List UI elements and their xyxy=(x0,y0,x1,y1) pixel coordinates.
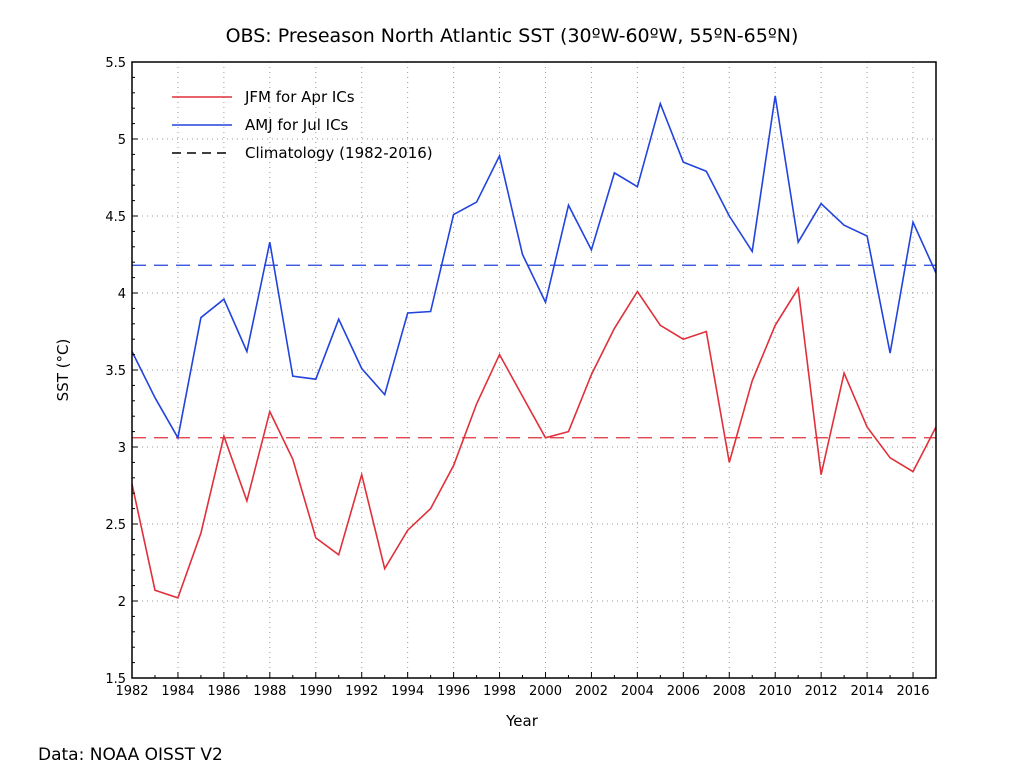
y-tick-label: 2.5 xyxy=(105,518,126,533)
y-tick-label: 4.5 xyxy=(105,210,126,225)
x-tick-label: 1988 xyxy=(253,684,286,699)
series-lines xyxy=(131,95,937,599)
x-tick-label: 2014 xyxy=(851,684,884,699)
x-tick-label: 2010 xyxy=(759,684,792,699)
x-tick-label: 2006 xyxy=(667,684,700,699)
x-tick-label: 2012 xyxy=(805,684,838,699)
x-tick-label: 1984 xyxy=(161,684,194,699)
x-tick-label: 2016 xyxy=(896,684,929,699)
y-tick-label: 4 xyxy=(118,287,126,302)
y-tick-label: 5 xyxy=(118,133,126,148)
y-tick-label: 5.5 xyxy=(105,56,126,71)
x-tick-label: 2004 xyxy=(621,684,654,699)
x-axis-label: Year xyxy=(505,712,539,730)
series-line-amj xyxy=(131,95,937,441)
climatology-lines xyxy=(132,264,936,439)
y-tick-label: 3 xyxy=(118,441,126,456)
data-source-note: Data: NOAA OISST V2 xyxy=(38,745,223,765)
legend-label-amj: AMJ for Jul ICs xyxy=(245,116,349,134)
y-axis-label: SST (°C) xyxy=(54,339,72,402)
x-tick-label: 1982 xyxy=(115,684,148,699)
legend-label-jfm: JFM for Apr ICs xyxy=(244,88,355,106)
x-tick-label: 2002 xyxy=(575,684,608,699)
x-tick-label: 1996 xyxy=(437,684,470,699)
x-tick-label: 1998 xyxy=(483,684,516,699)
chart-title: OBS: Preseason North Atlantic SST (30ºW-… xyxy=(226,25,799,47)
x-tick-label: 1994 xyxy=(391,684,424,699)
y-tick-label: 2 xyxy=(118,595,126,610)
x-tick-label: 1986 xyxy=(207,684,240,699)
legend-label-climatology: Climatology (1982-2016) xyxy=(245,144,433,162)
axis-ticks: 1982 1984 1986 1988 1990 1992 1994 1996 1998 2000… xyxy=(105,56,929,699)
x-tick-label: 2000 xyxy=(529,684,562,699)
series-line-jfm xyxy=(131,286,937,599)
x-tick-label: 2008 xyxy=(713,684,746,699)
y-tick-label: 1.5 xyxy=(105,672,126,687)
x-tick-label: 1992 xyxy=(345,684,378,699)
grid-lines xyxy=(132,62,936,678)
y-tick-label: 3.5 xyxy=(105,364,126,379)
x-tick-label: 1990 xyxy=(299,684,332,699)
legend: JFM for Apr ICs AMJ for Jul ICs Climatol… xyxy=(172,88,433,162)
